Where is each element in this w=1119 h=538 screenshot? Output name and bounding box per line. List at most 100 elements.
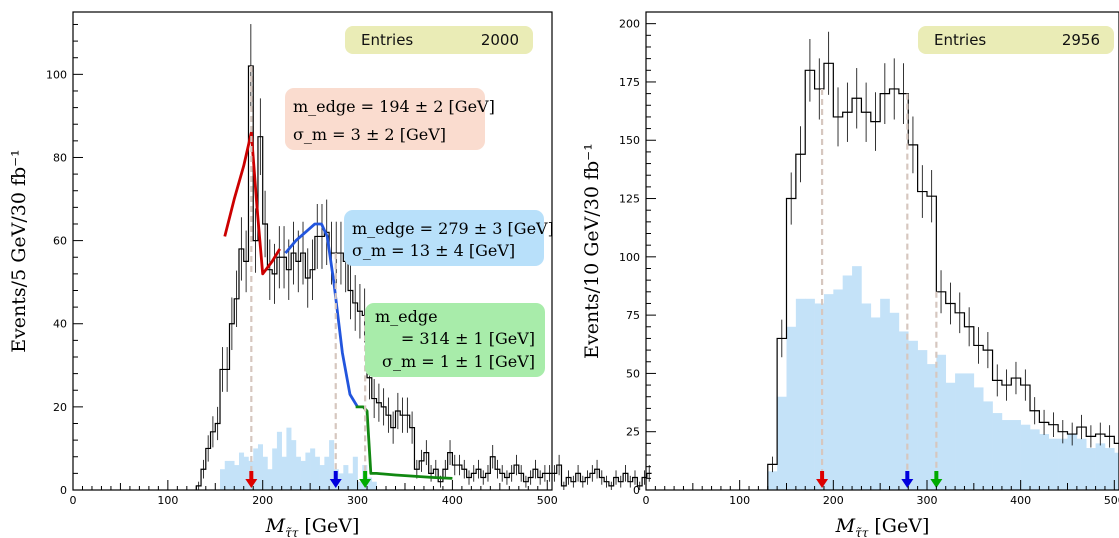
background-bin	[305, 452, 311, 490]
background-bin	[917, 350, 928, 490]
background-bin	[295, 456, 301, 490]
fit-annotation-box	[344, 210, 544, 266]
fit-annotation-box	[285, 88, 485, 150]
right-histogram-panel: 0 100 200 300 400 500 0 25 50 75 100 125 150 175 200 Mτ…	[581, 11, 1119, 538]
background-bin	[253, 448, 259, 490]
background-bin	[281, 456, 287, 490]
background-bin	[908, 340, 918, 490]
plot-frame	[645, 11, 1119, 491]
background-bin	[238, 452, 245, 490]
background-bin	[352, 456, 358, 490]
background-bin	[861, 303, 872, 490]
background-bin	[262, 456, 268, 490]
plot-frame	[72, 11, 553, 491]
fit-curve-1	[223, 131, 281, 276]
background-bin	[1095, 443, 1106, 490]
background-bin	[319, 465, 325, 490]
background-bin	[964, 373, 975, 490]
y-tick-label: 100	[619, 251, 640, 264]
background-bin	[224, 460, 230, 490]
entries-box	[345, 26, 533, 54]
background-bin	[348, 473, 354, 490]
y-tick-label: 40	[53, 318, 67, 331]
entries-box	[918, 26, 1114, 54]
background-bin	[329, 440, 335, 490]
background-bin	[310, 448, 316, 490]
x-tick-label: 300	[916, 494, 937, 507]
x-tick-label: 0	[70, 494, 77, 507]
x-tick-label: 400	[442, 494, 463, 507]
background-bin	[795, 298, 806, 490]
background-bin	[229, 460, 235, 490]
y-tick-label: 200	[619, 18, 640, 31]
fit-annotation-line: = 314 ± 1 [GeV]	[401, 329, 535, 348]
background-bin	[992, 413, 1003, 490]
background-bin	[1058, 438, 1068, 490]
background-bin	[1020, 424, 1031, 490]
x-tick-label: 300	[347, 494, 368, 507]
background-bin	[1114, 452, 1119, 490]
edge-marker-arrow-icon	[329, 479, 342, 488]
y-tick-label: 25	[626, 426, 640, 439]
fit-annotation-line: m_edge	[375, 307, 438, 326]
background-bin	[243, 456, 249, 490]
edge-marker-arrow-icon	[901, 479, 914, 488]
x-tick-label: 100	[157, 494, 178, 507]
background-bin	[898, 331, 909, 490]
background-bin	[1011, 420, 1021, 490]
background-bin	[945, 382, 956, 490]
fit-curve-3	[355, 405, 453, 480]
background-bin	[926, 364, 937, 490]
y-tick-label: 0	[633, 484, 640, 497]
y-tick-label: 75	[626, 309, 640, 322]
background-bin	[805, 298, 815, 490]
edge-marker-arrow-icon	[930, 479, 943, 488]
edge-marker-arrow-icon	[816, 479, 829, 488]
entries-value: 2000	[481, 31, 519, 49]
background-bin	[1067, 434, 1078, 490]
x-axis-label: Mτ̃τ [GeV]	[265, 515, 360, 538]
background-bin	[1048, 438, 1059, 490]
background-bin	[343, 465, 349, 490]
x-tick-label: 100	[729, 494, 750, 507]
background-bin	[338, 473, 344, 490]
x-tick-label: 0	[643, 494, 650, 507]
y-tick-label: 50	[626, 367, 640, 380]
background-bin	[889, 312, 900, 490]
y-tick-label: 80	[53, 151, 67, 164]
y-tick-label: 100	[46, 68, 67, 81]
background-bin	[286, 427, 292, 490]
y-axis-label: Events/5 GeV/30 fb⁻¹	[8, 149, 30, 353]
edge-marker-arrow-shaft	[820, 471, 825, 480]
background-bin	[777, 396, 787, 490]
fit-annotation-line: σ_m = 3 ± 2 [GeV]	[293, 125, 446, 144]
y-tick-label: 150	[619, 134, 640, 147]
y-tick-label: 20	[53, 401, 67, 414]
y-tick-label: 125	[619, 193, 640, 206]
background-bin	[357, 481, 363, 490]
background-bin	[367, 477, 373, 490]
background-bin	[1039, 434, 1050, 490]
signal-histogram-line	[767, 62, 1119, 490]
x-tick-label: 200	[252, 494, 273, 507]
background-bin	[234, 465, 240, 490]
background-bin	[291, 440, 297, 490]
background-bin	[257, 444, 264, 490]
background-bin	[955, 373, 965, 490]
fit-annotation-box	[365, 303, 545, 377]
edge-marker-arrow-icon	[359, 479, 372, 488]
edge-marker-arrow-shaft	[905, 471, 910, 480]
fit-annotation-line: σ_m = 13 ± 4 [GeV]	[352, 241, 515, 260]
fit-annotation-line: σ_m = 1 ± 1 [GeV]	[382, 352, 535, 371]
background-bin	[936, 354, 947, 490]
entries-label: Entries	[361, 31, 413, 49]
background-bin	[973, 387, 984, 490]
background-bin	[1001, 420, 1012, 490]
fit-annotation-line: m_edge = 279 ± 3 [GeV]	[352, 219, 554, 238]
background-bin	[1086, 448, 1096, 490]
edge-marker-arrow-shaft	[363, 471, 368, 480]
background-bin	[833, 289, 843, 490]
background-bin	[276, 431, 282, 490]
